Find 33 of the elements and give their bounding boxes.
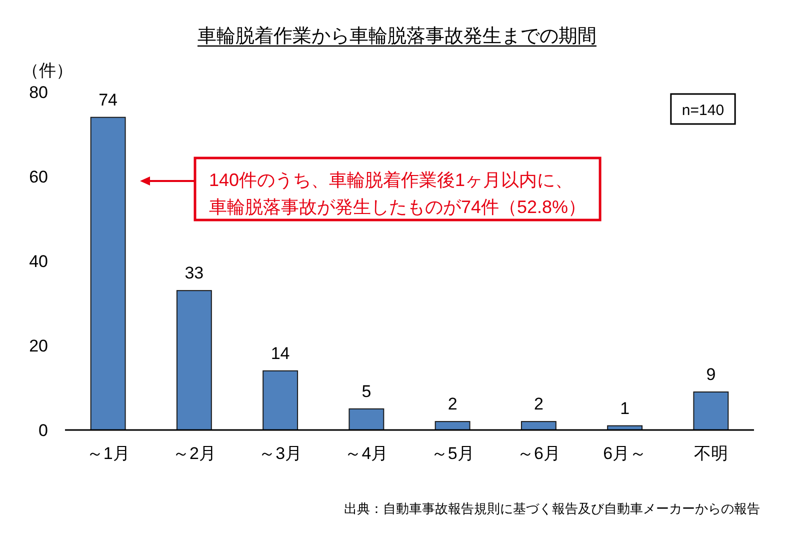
- data-label: 2: [534, 394, 544, 414]
- annotation: n=140: [682, 102, 724, 119]
- x-tick-label: ～5月: [430, 444, 474, 463]
- y-tick-label: 60: [29, 168, 48, 186]
- x-tick-label: ～6月: [516, 444, 560, 463]
- y-tick-label: 80: [29, 83, 48, 102]
- source-note: 出典：自動車事故報告規則に基づく報告及び自動車メーカーからの報告: [344, 501, 760, 516]
- x-tick-label: 不明: [694, 444, 728, 463]
- y-axis-title: （件）: [22, 61, 73, 80]
- data-label: 14: [270, 344, 290, 363]
- y-tick-label: 20: [29, 336, 48, 356]
- chart-title: 車輪脱着作業から車輪脱落事故発生までの期間: [198, 25, 596, 47]
- data-label: 33: [184, 264, 204, 283]
- data-label: 1: [620, 398, 630, 418]
- y-tick-label: 40: [29, 252, 48, 271]
- x-tick-label: ～4月: [344, 444, 388, 463]
- x-tick-label: ～1月: [86, 444, 130, 463]
- y-tick-label: 0: [38, 421, 48, 440]
- bar: [90, 116, 126, 430]
- data-label: 2: [448, 394, 458, 414]
- bar: [348, 408, 384, 430]
- x-tick-label: ～3月: [258, 444, 302, 463]
- bar: [176, 290, 212, 430]
- bar: [434, 421, 470, 430]
- x-tick-label: ～2月: [172, 444, 216, 463]
- x-tick-label: 6月～: [603, 444, 647, 463]
- annotation: 140件のうち、車輪脱着作業後1ヶ月以内に、車輪脱落事故が発生したものが74件（52.8%）: [209, 170, 586, 217]
- data-label: 5: [362, 382, 372, 401]
- bar: [262, 370, 298, 430]
- bar: [693, 391, 729, 430]
- data-label: 9: [706, 364, 716, 384]
- bar: [520, 421, 556, 430]
- data-label: 74: [98, 90, 118, 110]
